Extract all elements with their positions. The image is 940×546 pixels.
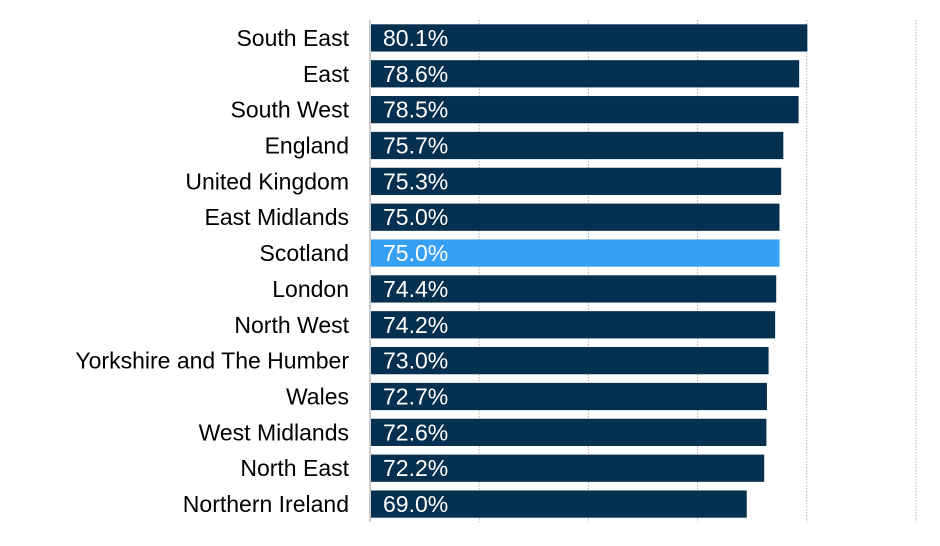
value-label-south-east: 80.1% [383, 25, 448, 51]
category-label-wales: Wales [286, 384, 349, 410]
value-label-north-west: 74.2% [383, 312, 448, 338]
category-label-england: England [265, 133, 349, 159]
category-label-east: East [303, 61, 350, 87]
category-label-north-east: North East [240, 455, 349, 481]
value-label-north-east: 72.2% [383, 455, 448, 481]
category-label-south-east: South East [236, 25, 349, 51]
category-label-north-west: North West [234, 312, 349, 338]
value-label-south-west: 78.5% [383, 97, 448, 123]
value-label-wales: 72.7% [383, 384, 448, 410]
bar-england [371, 131, 784, 160]
category-label-london: London [272, 276, 349, 302]
bars [371, 24, 808, 518]
value-label-east: 78.6% [383, 61, 448, 87]
value-label-yorkshire-and-the-humber: 73.0% [383, 348, 448, 374]
category-label-yorkshire-and-the-humber: Yorkshire and The Humber [75, 348, 349, 374]
labels: 80.1% South East 78.6% East 78.5% South West 7… [75, 25, 448, 517]
bar-north-west [371, 311, 776, 339]
category-label-united-kingdom: United Kingdom [185, 168, 349, 194]
bar-london [371, 275, 777, 303]
bar-united-kingdom [371, 167, 782, 195]
value-label-northern-ireland: 69.0% [383, 491, 448, 517]
category-label-west-midlands: West Midlands [199, 419, 349, 445]
bar-north-east [371, 454, 765, 482]
value-label-england: 75.7% [383, 133, 448, 159]
category-label-south-west: South West [231, 97, 350, 123]
bar-east [371, 60, 800, 88]
category-label-east-midlands: East Midlands [205, 204, 349, 230]
value-label-united-kingdom: 75.3% [383, 168, 448, 194]
value-label-london: 74.4% [383, 276, 448, 302]
value-label-scotland: 75.0% [383, 240, 448, 266]
bar-south-west [371, 96, 799, 124]
value-label-west-midlands: 72.6% [383, 419, 448, 445]
bar-northern-ireland [371, 490, 747, 518]
bar-east-midlands [371, 203, 780, 231]
category-label-northern-ireland: Northern Ireland [183, 491, 349, 517]
bar-south-east [371, 24, 808, 52]
bar-scotland [371, 239, 780, 267]
category-label-scotland: Scotland [259, 240, 349, 266]
bar-wales [371, 382, 767, 411]
gridlines [478, 20, 917, 522]
bar-yorkshire-and-the-humber [371, 347, 769, 375]
value-label-east-midlands: 75.0% [383, 204, 448, 230]
bar-west-midlands [371, 418, 767, 446]
